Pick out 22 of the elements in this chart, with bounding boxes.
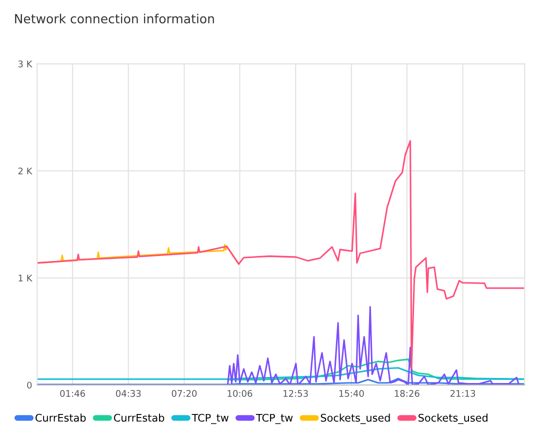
legend-label: Sockets_used [418, 414, 488, 424]
x-tick-label: 12:53 [284, 390, 308, 397]
legend-label: CurrEstab [36, 414, 86, 422]
legend-label: Sockets_used [320, 414, 390, 424]
y-tick-label: 2 K [18, 168, 32, 174]
x-tick-label: 18:26 [394, 390, 420, 397]
y-tick-label: 0 [27, 382, 32, 389]
x-tick-label: 21:13 [450, 390, 476, 397]
legend-label: TCP_tw [256, 414, 293, 424]
legend-label: CurrEstab [114, 414, 164, 422]
line-series [37, 306, 520, 385]
line-series [37, 140, 525, 370]
x-tick-label: 04:33 [116, 390, 141, 397]
legend-label: TCP_tw [192, 414, 228, 424]
x-tick-label: 15:40 [339, 390, 364, 397]
x-tick-label: 10:06 [228, 390, 252, 397]
y-tick-label: 3 K [18, 60, 32, 68]
x-tick-label: 07:20 [172, 390, 197, 397]
chart-title: Network connection information [15, 14, 214, 24]
y-tick-label: 1 K [18, 274, 32, 282]
x-tick-label: 01:46 [60, 390, 86, 397]
line-series [37, 367, 525, 380]
